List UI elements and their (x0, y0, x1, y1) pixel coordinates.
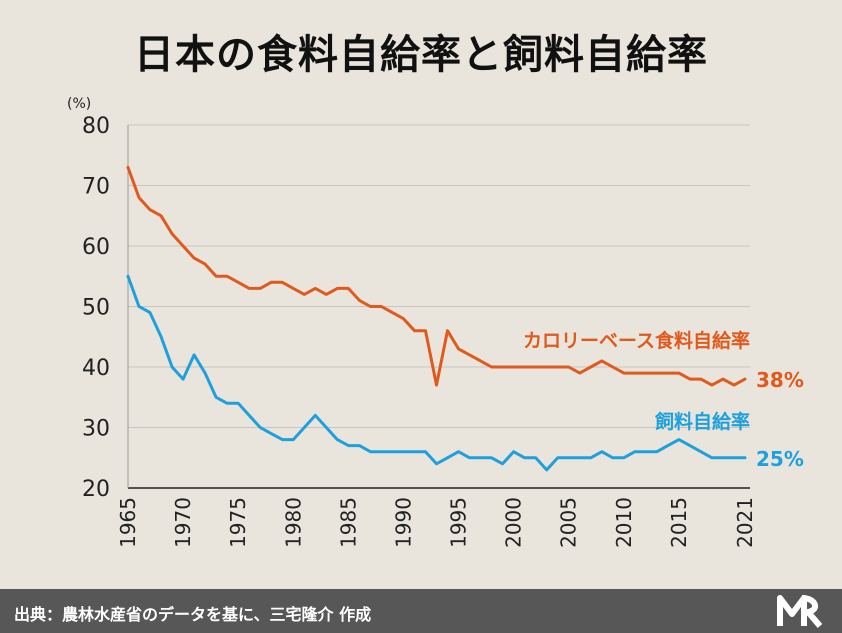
y-tick-label: 20 (82, 477, 110, 502)
feed-self-sufficiency-line (126, 274, 747, 472)
y-tick-label: 30 (82, 417, 110, 442)
x-tick-label: 2000 (502, 497, 526, 548)
y-tick-label: 60 (82, 235, 110, 260)
line-chart: (%) 20 30 40 50 60 70 80 1965 1970 1975 1980 1985 199… (67, 96, 804, 548)
x-tick-label: 1990 (391, 497, 415, 548)
y-tick-label: 80 (82, 114, 110, 139)
x-tick-label: 1995 (447, 497, 471, 548)
x-tick-label: 1970 (171, 497, 195, 548)
x-tick-label: 2010 (612, 497, 636, 548)
y-axis-unit-label: (%) (67, 96, 91, 112)
chart-title: 日本の食料自給率と飼料自給率 (134, 32, 708, 78)
series-end-value-label: 25% (756, 447, 804, 471)
author-logo-icon (777, 595, 823, 628)
x-tick-label: 2015 (667, 497, 691, 548)
x-tick-label: 1985 (336, 497, 360, 548)
footer-bar: 出典：農林水産省のデータを基に、三宅隆介 作成 (0, 589, 842, 633)
x-tick-label: 2021 (733, 497, 757, 548)
source-note: 出典：農林水産省のデータを基に、三宅隆介 作成 (14, 605, 372, 624)
x-tick-label: 1975 (226, 497, 250, 548)
y-tick-label: 40 (82, 356, 110, 381)
y-tick-label: 50 (82, 296, 110, 321)
x-tick-label: 1980 (281, 497, 305, 548)
calorie-self-sufficiency-line (126, 165, 747, 387)
series-end-value-label: 38% (756, 368, 804, 392)
x-tick-label: 1965 (116, 497, 140, 548)
x-tick-label: 2005 (557, 497, 581, 548)
y-tick-label: 70 (82, 175, 110, 200)
series-name-label: 飼料自給率 (654, 410, 750, 433)
series-name-label: カロリーベース食料自給率 (523, 329, 750, 352)
